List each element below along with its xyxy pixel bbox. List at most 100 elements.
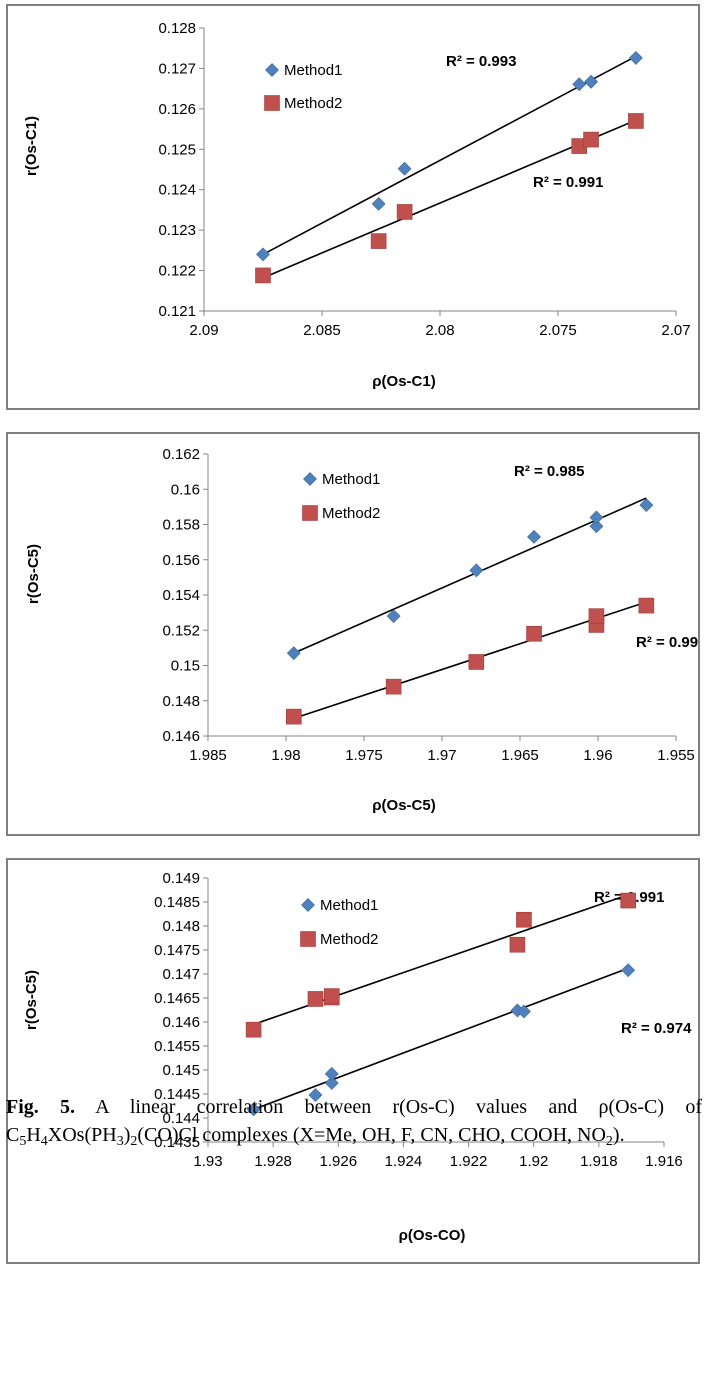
data-point-method2: [307, 991, 324, 1007]
legend-label-method2: Method2: [320, 931, 378, 948]
chart-1-svg: 0.121 0.122 0.123 0.124 0.125 0.126 0.127 0.128…: [23, 20, 691, 390]
x-tick-label: 1.926: [320, 1153, 358, 1170]
legend-label-method1: Method1: [320, 897, 378, 914]
data-point-method1: [628, 50, 643, 65]
y-tick-label: 0.124: [158, 182, 196, 199]
data-point-method2: [468, 654, 485, 670]
x-tick-label: 1.975: [345, 747, 383, 764]
data-point-method1: [324, 1066, 339, 1081]
data-point-method2: [516, 911, 532, 928]
y-tick-label: 0.146: [162, 1014, 200, 1031]
chart-3-svg: 0.1435 0.144 0.1445 0.145 0.1455 0.146 0.1465 0…: [23, 870, 692, 1244]
caption-sub: 5: [19, 1134, 27, 1149]
x-tick-label: 1.928: [254, 1153, 292, 1170]
chart-panel-1: 0.121 0.122 0.123 0.124 0.125 0.126 0.127 0.128…: [6, 4, 700, 410]
chart-2-svg: 0.146 0.148 0.15 0.152 0.154 0.156 0.158 0.16 0.…: [25, 446, 698, 814]
caption-text: ): [123, 1124, 131, 1146]
y-tick-label: 0.126: [158, 101, 196, 118]
y-tick-label: 0.145: [162, 1062, 200, 1079]
y-tick-label: 0.15: [171, 658, 200, 675]
r2-label-method2: R² = 0.991: [533, 174, 603, 191]
data-point-method1: [397, 161, 412, 176]
legend-marker-method1: [265, 63, 279, 77]
legend-label-method1: Method1: [322, 471, 380, 488]
r2-label-method2: R² = 0.992: [636, 634, 698, 651]
data-point-method1: [386, 609, 401, 624]
data-point-method1: [589, 510, 604, 525]
y-tick-label: 0.1475: [154, 942, 200, 959]
data-point-method2: [583, 131, 599, 148]
x-tick-label: 2.07: [661, 322, 690, 339]
y-axis-label: r(Os-C5): [23, 970, 40, 1030]
x-axis-label: ρ(Os-C1): [372, 373, 435, 390]
y-tick-label: 0.154: [162, 587, 200, 604]
x-tick-label: 1.922: [450, 1153, 488, 1170]
chart-panel-2: 0.146 0.148 0.15 0.152 0.154 0.156 0.158 0.16 0.…: [6, 432, 700, 836]
data-point-method2: [385, 678, 402, 695]
legend-marker-method2: [264, 95, 280, 111]
y-tick-label: 0.1485: [154, 894, 200, 911]
r2-label-method2: R² = 0.974: [621, 1020, 692, 1037]
data-point-method1: [527, 529, 541, 544]
r2-label-method1: R² = 0.985: [514, 463, 584, 480]
data-point-method1: [517, 1004, 531, 1019]
legend-marker-method1: [301, 898, 315, 912]
legend-marker-method1: [303, 472, 317, 486]
y-tick-label: 0.127: [158, 60, 196, 77]
data-point-method2: [245, 1021, 262, 1038]
legend-label-method1: Method1: [284, 62, 342, 79]
x-tick-label: 1.985: [189, 747, 227, 764]
y-axis-label: r(Os-C1): [23, 116, 40, 176]
y-tick-label: 0.148: [162, 918, 200, 935]
y-tick-label: 0.148: [162, 693, 200, 710]
caption-text: XOs(PH: [47, 1124, 117, 1146]
data-point-method1: [572, 77, 587, 92]
caption-sub: 2: [130, 1134, 138, 1149]
data-point-method1: [286, 646, 301, 661]
trendline-method1: [293, 497, 647, 654]
x-tick-label: 1.96: [583, 747, 612, 764]
y-tick-label: 0.152: [162, 622, 200, 639]
data-point-method2: [509, 936, 526, 953]
data-point-method1: [639, 498, 654, 513]
data-point-method1: [469, 563, 484, 578]
data-point-method2: [255, 267, 271, 284]
data-point-method1: [324, 1076, 339, 1090]
x-tick-label: 1.918: [580, 1153, 618, 1170]
data-point-method1: [246, 1102, 261, 1117]
y-tick-label: 0.123: [158, 222, 196, 239]
y-tick-label: 0.158: [162, 517, 200, 534]
x-tick-label: 1.965: [501, 747, 539, 764]
trendline-method1: [262, 55, 637, 256]
caption-sub: 3: [116, 1134, 124, 1149]
y-tick-label: 0.1455: [154, 1038, 200, 1055]
caption-sub: 4: [40, 1134, 48, 1149]
x-tick-label: 2.09: [189, 322, 218, 339]
data-point-method2: [396, 204, 413, 220]
legend-marker-method2: [302, 505, 318, 521]
y-tick-label: 0.122: [158, 263, 196, 280]
caption-sub: 2: [605, 1134, 613, 1149]
x-axis-label: ρ(Os-CO): [399, 1227, 466, 1244]
legend-label-method2: Method2: [322, 505, 380, 522]
y-tick-label: 0.162: [162, 446, 200, 463]
caption-text: H: [26, 1124, 41, 1146]
data-point-method2: [526, 625, 542, 642]
data-point-method2: [323, 988, 340, 1004]
caption-label: Fig. 5.: [6, 1096, 76, 1118]
x-tick-label: 1.93: [193, 1153, 222, 1170]
caption-text: ).: [612, 1124, 625, 1146]
caption-text: (CO)Cl complexes (X=Me, OH, F, CN, CHO, …: [137, 1124, 606, 1146]
trendline-method1: [253, 967, 629, 1111]
y-tick-label: 0.125: [158, 141, 196, 158]
y-tick-label: 0.1465: [154, 990, 200, 1007]
data-point-method2: [588, 608, 605, 624]
data-point-method1: [589, 519, 604, 534]
y-tick-label: 0.16: [171, 481, 200, 498]
x-tick-label: 2.085: [303, 322, 341, 339]
y-tick-label: 0.144: [162, 1110, 200, 1127]
y-tick-label: 0.1445: [154, 1086, 200, 1103]
x-axis-label: ρ(Os-C5): [372, 797, 435, 814]
chart-panel-3: 0.1435 0.144 0.1445 0.145 0.1455 0.146 0.1465 0…: [6, 858, 700, 1264]
data-point-method1: [584, 74, 598, 89]
